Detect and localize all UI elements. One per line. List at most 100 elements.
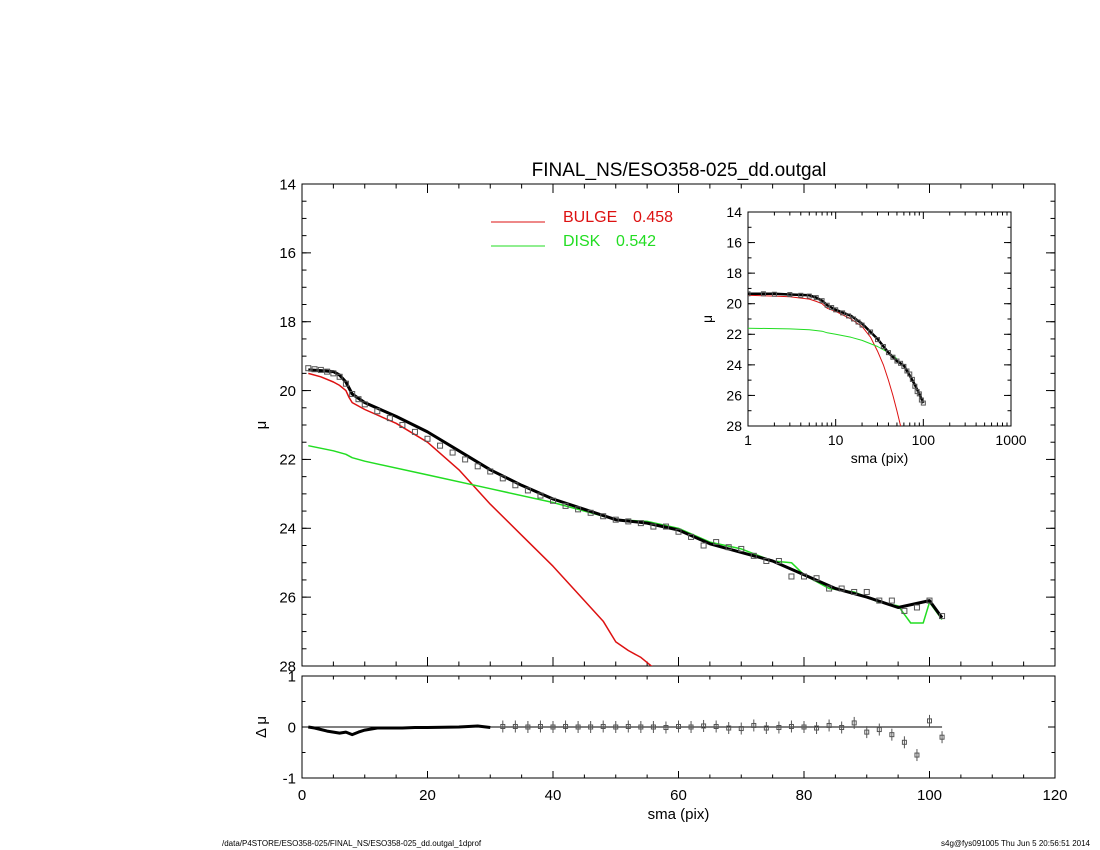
data-point [713, 539, 720, 546]
residual-point [676, 723, 681, 729]
inset-plot-area [748, 291, 926, 426]
inset-data-point [798, 292, 804, 298]
x-tick-label: 20 [419, 787, 436, 804]
inset-data-point [760, 291, 766, 297]
y-tick-label: 24 [726, 357, 742, 373]
data-point [575, 506, 582, 513]
y-tick-label: 28 [726, 418, 742, 434]
inset-data-point [806, 293, 812, 299]
data-point [524, 487, 531, 494]
residual-point [826, 722, 832, 728]
x-tick-label: 100 [917, 787, 942, 804]
residual-point [701, 723, 707, 729]
data-point [612, 516, 619, 523]
inset-plot: 1 10 100 1000 14 16 18 20 22 24 26 28 sma (pix) μ [699, 204, 1027, 466]
residual-point [751, 722, 757, 728]
inset-data-point [748, 291, 751, 297]
data-point [342, 380, 349, 387]
inset-model-line [748, 292, 925, 404]
inset-data-point [771, 291, 777, 297]
residual-point [876, 727, 882, 733]
y-tick-label: 26 [726, 387, 742, 403]
inset-data-point [859, 322, 865, 328]
residual-point [500, 723, 506, 729]
data-point [311, 366, 318, 373]
y-axis-title: μ [253, 421, 270, 430]
data-point [813, 575, 820, 582]
data-point [662, 523, 669, 530]
data-point [324, 368, 331, 375]
x-tick-label: 1 [744, 432, 752, 448]
y-tick-label: 18 [726, 265, 742, 281]
data-point [650, 523, 657, 530]
data-point [349, 391, 356, 398]
y-tick-label: 0 [288, 719, 296, 736]
residual-point [663, 725, 669, 731]
data-point [901, 607, 908, 614]
data-point [625, 518, 632, 525]
legend-label-disk: DISK [563, 233, 601, 250]
data-point [499, 475, 506, 482]
data-point [374, 408, 381, 415]
footer-timestamp: s4g@fys091005 Thu Jun 5 20:56:51 2014 [941, 839, 1090, 848]
data-point [317, 366, 324, 373]
data-point [700, 542, 707, 549]
data-point [851, 588, 858, 595]
data-point [562, 502, 569, 509]
x-tick-label: 80 [796, 787, 813, 804]
data-point [600, 513, 607, 520]
y-tick-label: 28 [279, 658, 296, 675]
residual-point [788, 723, 794, 729]
main-plot-area [305, 365, 946, 666]
x-axis-title: sma (pix) [648, 806, 710, 823]
inset-data-point [916, 391, 922, 397]
legend-value-bulge: 0.458 [633, 209, 673, 226]
legend: BULGE 0.458 DISK 0.542 [491, 209, 673, 250]
y-tick-label: 22 [279, 452, 296, 469]
inset-data-point [898, 360, 904, 366]
data-point [913, 604, 920, 611]
y-tick-label: 26 [279, 589, 296, 606]
data-point [876, 597, 883, 604]
x-tick-label: 10 [828, 432, 844, 448]
inset-data-point [787, 292, 793, 298]
inset-data-point [890, 354, 896, 360]
data-point [587, 509, 594, 516]
residual-point [939, 734, 945, 740]
y-tick-label: 14 [279, 176, 296, 193]
inset-data-point [845, 313, 851, 319]
y-tick-label: 22 [726, 326, 742, 342]
main-plot: 14 16 18 20 22 24 26 28 μ [253, 176, 1056, 675]
data-point [863, 588, 870, 595]
legend-label-bulge: BULGE [563, 209, 617, 226]
residual-point [738, 726, 744, 732]
data-point [675, 528, 682, 535]
inset-data-point [868, 329, 874, 335]
inset-data-point [920, 400, 926, 406]
inset-data-point [885, 350, 891, 356]
x-axis-title: sma (pix) [851, 450, 909, 466]
residual-point [613, 724, 619, 730]
y-tick-label: 20 [726, 296, 742, 312]
data-point [361, 401, 368, 408]
residual-point [914, 752, 920, 758]
residual-line [308, 724, 491, 737]
inset-data-point [904, 368, 910, 374]
inset-data-point [912, 383, 918, 389]
y-tick-label: 16 [279, 245, 296, 262]
residual-point [575, 724, 581, 730]
x-tick-label: 120 [1042, 787, 1067, 804]
inset-data-point [813, 295, 819, 301]
series-bulge-line [308, 372, 653, 666]
legend-value-disk: 0.542 [616, 233, 656, 250]
inset-data-point [840, 310, 846, 316]
chart-title: FINAL_NS/ESO358-025_dd.outgal [532, 160, 827, 181]
residual-point [726, 725, 732, 731]
residual-plot-area [302, 714, 945, 762]
residual-point [512, 723, 518, 729]
data-point [355, 396, 362, 403]
x-tick-label: 0 [298, 787, 306, 804]
data-point [462, 456, 469, 463]
data-point [838, 585, 845, 592]
